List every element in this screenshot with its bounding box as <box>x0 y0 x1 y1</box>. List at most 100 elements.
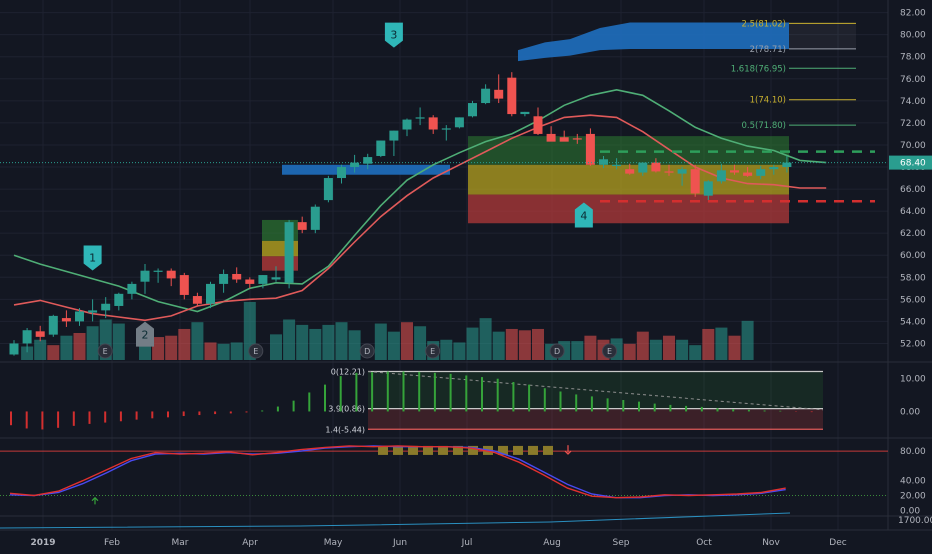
candle-body <box>389 130 399 141</box>
stoch-tick-label: 0.00 <box>900 506 920 516</box>
fib-levels: 2.5(81.02) 2(78.71) 1.618(76.95) 1(74.10) 0.… <box>731 19 856 131</box>
wave-label: 4 <box>580 210 587 223</box>
wave-marker <box>136 321 154 347</box>
candle-body <box>572 138 582 140</box>
blue-zone-mid <box>282 164 450 175</box>
stoch-signal-square <box>498 445 508 455</box>
volume-bar <box>715 327 728 360</box>
candle-body <box>206 283 215 304</box>
x-tick-label: Jul <box>461 538 473 548</box>
last-price-tag <box>889 155 932 170</box>
osc-trend-line <box>367 370 824 411</box>
x-tick-label: Nov <box>762 538 780 548</box>
volume-bar <box>204 342 217 360</box>
stochastic-panel <box>0 445 888 505</box>
candle-body <box>546 133 556 142</box>
volume-bar <box>60 335 73 360</box>
stoch-signal-square <box>408 445 418 455</box>
stoch-signal-square <box>438 445 448 455</box>
event-marker <box>549 343 565 359</box>
volume-bar <box>466 327 479 360</box>
candle-body <box>769 167 779 170</box>
volume-bar <box>636 331 649 360</box>
volume-bar <box>676 339 689 360</box>
volume-bar <box>663 335 675 360</box>
candle-body <box>376 140 386 156</box>
candle-body <box>782 162 792 168</box>
stoch-sell-arrowhead <box>564 450 572 455</box>
blue-zone-top <box>518 22 789 62</box>
volume-bar <box>112 323 125 360</box>
x-tick-label: May <box>324 538 343 548</box>
candle-body <box>271 277 281 280</box>
stoch-signal-square <box>513 445 523 455</box>
candle-body <box>140 270 150 282</box>
candle-body <box>730 170 739 173</box>
price-tick-label: 70.00 <box>900 141 926 151</box>
candle-body <box>690 169 700 194</box>
candle-body <box>48 315 58 335</box>
candle-body <box>441 128 451 130</box>
candle-body <box>350 162 360 168</box>
stoch-tick-label: 80.00 <box>900 447 926 457</box>
volume-bar <box>21 346 34 360</box>
price-tick-label: 60.00 <box>900 251 926 261</box>
event-marker-label: E <box>607 347 612 356</box>
volume-bar <box>387 331 400 360</box>
wave-marker <box>83 245 102 271</box>
osc-tick-label: 10.00 <box>900 375 926 385</box>
fib-label: 1(74.10) <box>750 96 786 106</box>
candle-body <box>481 88 491 104</box>
wave-label: 1 <box>89 251 96 264</box>
x-tick-label: Dec <box>829 538 846 548</box>
volume-bar <box>348 330 361 360</box>
volume-bar <box>518 330 531 360</box>
volume-bar <box>623 343 636 360</box>
candle-body <box>612 164 622 167</box>
x-tick-label: Feb <box>104 538 120 548</box>
osc-level-label: 0(12.21) <box>331 367 365 376</box>
last-price-label: 68.40 <box>900 159 926 169</box>
candle-body <box>507 77 517 115</box>
candle-body <box>258 275 268 284</box>
candle-body <box>520 111 530 115</box>
candle-body <box>310 206 320 230</box>
price-tick-label: 74.00 <box>900 97 926 107</box>
stoch-signal-square <box>393 445 403 455</box>
volume-bar <box>165 335 178 360</box>
candle-body <box>533 116 543 134</box>
x-tick-label: Mar <box>172 538 189 548</box>
volume-bar <box>374 323 387 360</box>
volume-bar <box>296 324 309 360</box>
wave-marker <box>574 202 593 228</box>
candle-body <box>88 310 98 313</box>
osc-level-label: 1.4(-5.44) <box>325 425 365 434</box>
candle-body <box>638 162 648 173</box>
candles[interactable] <box>0 72 888 356</box>
axes: 82.0080.0078.0076.0074.0072.0070.0068.00… <box>30 9 932 548</box>
price-tick-label: 58.00 <box>900 273 926 283</box>
x-tick-label: Jun <box>392 538 407 548</box>
volume-bar <box>34 339 47 360</box>
x-tick-label: Aug <box>543 538 561 548</box>
stoch-tick-label: 40.00 <box>900 477 926 487</box>
candle-body <box>716 170 726 182</box>
moving-averages <box>13 88 827 322</box>
candle-body <box>454 117 464 128</box>
volume-bar <box>649 339 662 360</box>
stoch-signal-square <box>423 445 433 455</box>
candle-body <box>75 311 84 322</box>
volume-bar <box>584 335 597 360</box>
volume-bar <box>505 328 518 360</box>
volume-bar <box>152 337 165 360</box>
candle-body <box>599 159 608 165</box>
volume-bar <box>479 318 492 360</box>
volume-bar <box>492 331 505 360</box>
candle-body <box>756 169 766 176</box>
wave-label: 2 <box>142 329 149 342</box>
volume-bar <box>73 333 86 360</box>
x-tick-label: Oct <box>696 538 712 548</box>
